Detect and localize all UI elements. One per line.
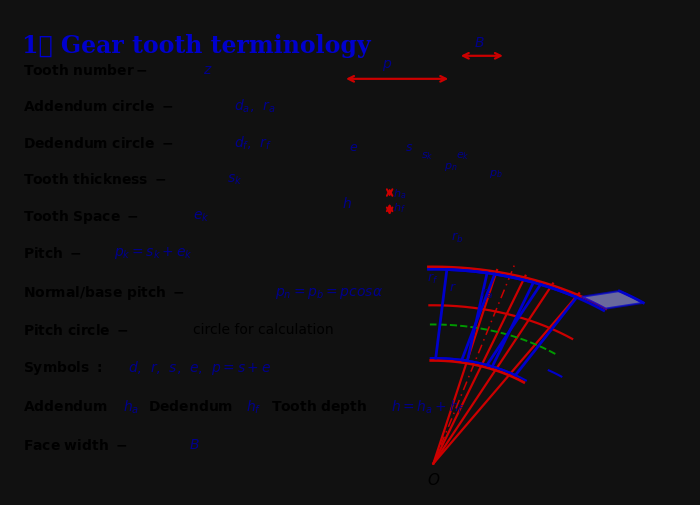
- Text: $\mathbf{Addendum}$: $\mathbf{Addendum}$: [23, 399, 108, 415]
- Text: $\mathit{e_k}$: $\mathit{e_k}$: [193, 209, 209, 224]
- Text: $\mathit{e}$: $\mathit{e}$: [349, 141, 358, 155]
- Text: $\mathit{s_k}$: $\mathit{s_k}$: [421, 150, 433, 163]
- Text: $\mathbf{Dedendum}$: $\mathbf{Dedendum}$: [148, 399, 234, 415]
- Text: $\mathit{r_b}$: $\mathit{r_b}$: [451, 231, 463, 245]
- Polygon shape: [582, 291, 643, 309]
- Text: $\mathit{r_a}$: $\mathit{r_a}$: [481, 287, 493, 301]
- Text: $\mathbf{Symbols\ :\ \ }$: $\mathbf{Symbols\ :\ \ }$: [23, 359, 103, 377]
- Text: $\mathit{r}$: $\mathit{r}$: [449, 281, 457, 293]
- Text: $\mathbf{Addendum\ circle\ -\ \ }$: $\mathbf{Addendum\ circle\ -\ \ }$: [23, 98, 174, 114]
- Text: $\mathbf{Tooth\ Space\ -\ \ }$: $\mathbf{Tooth\ Space\ -\ \ }$: [23, 208, 139, 226]
- Text: $\mathit{h_f}$: $\mathit{h_f}$: [393, 201, 406, 215]
- Text: $\mathit{p_n}$: $\mathit{p_n}$: [444, 161, 458, 173]
- Text: $\mathit{p_n= p_b=pcos\alpha}$: $\mathit{p_n= p_b=pcos\alpha}$: [275, 286, 383, 301]
- Text: $\mathit{e_k}$: $\mathit{e_k}$: [456, 150, 470, 163]
- Text: $\mathit{h}$: $\mathit{h}$: [342, 196, 351, 211]
- Text: $\mathbf{Tooth\ depth}$: $\mathbf{Tooth\ depth}$: [272, 398, 368, 416]
- Text: $\mathit{p_k= s_k +e_k}$: $\mathit{p_k= s_k +e_k}$: [114, 245, 193, 262]
- Text: $\mathit{d_a}$,  $\mathit{r_a}$: $\mathit{d_a}$, $\mathit{r_a}$: [234, 97, 275, 115]
- Text: $\mathit{p_b}$: $\mathit{p_b}$: [489, 168, 503, 180]
- Text: $\mathbf{Tooth\ thickness\ -\ \ }$: $\mathbf{Tooth\ thickness\ -\ \ }$: [23, 172, 167, 187]
- Text: $O$: $O$: [427, 472, 440, 488]
- Text: $\mathit{r_f}$: $\mathit{r_f}$: [426, 272, 438, 286]
- Text: 1、 Gear tooth terminology: 1、 Gear tooth terminology: [22, 34, 371, 58]
- Text: $\mathit{h_a}$: $\mathit{h_a}$: [123, 398, 139, 416]
- Text: $\mathbf{Face\ width\ -\ \ }$: $\mathbf{Face\ width\ -\ \ }$: [23, 438, 128, 453]
- Text: $\mathit{B}$: $\mathit{B}$: [475, 35, 485, 49]
- Text: $\mathit{d_f}$,  $\mathit{r_f}$: $\mathit{d_f}$, $\mathit{r_f}$: [234, 134, 272, 152]
- Text: $\mathbf{Dedendum\ circle\ -\ \ }$: $\mathbf{Dedendum\ circle\ -\ \ }$: [23, 136, 174, 150]
- Text: $\mathbf{Normal/base\ pitch\ -\ \ }$: $\mathbf{Normal/base\ pitch\ -\ \ }$: [23, 284, 186, 302]
- Text: $\mathit{h_f}$: $\mathit{h_f}$: [246, 398, 262, 416]
- Text: $\mathit{h_a}$: $\mathit{h_a}$: [393, 187, 406, 201]
- Text: $\mathit{d}$,  $\mathit{r}$,  $\mathit{s}$,  $\mathit{e}$,  $\mathit{p= s+e}$: $\mathit{d}$, $\mathit{r}$, $\mathit{s}$…: [128, 359, 271, 377]
- Text: circle for calculation: circle for calculation: [193, 323, 333, 337]
- Text: $\mathit{p}$: $\mathit{p}$: [382, 58, 393, 73]
- Text: $\mathit{s}$: $\mathit{s}$: [405, 141, 413, 155]
- Text: $\mathit{z}$: $\mathit{z}$: [203, 63, 213, 77]
- Text: $\mathit{h= h_a+h_f}$: $\mathit{h= h_a+h_f}$: [391, 398, 464, 416]
- Text: $\mathit{B}$: $\mathit{B}$: [190, 438, 200, 452]
- Text: $\mathit{s_k}$: $\mathit{s_k}$: [227, 172, 242, 187]
- Text: $\mathbf{Tooth\ number-}$: $\mathbf{Tooth\ number-}$: [23, 63, 148, 78]
- Text: $\mathbf{Pitch\ -\ \ }$: $\mathbf{Pitch\ -\ \ }$: [23, 246, 83, 261]
- Text: $\mathbf{Pitch\ circle\ -\ \ }$: $\mathbf{Pitch\ circle\ -\ \ }$: [23, 323, 130, 338]
